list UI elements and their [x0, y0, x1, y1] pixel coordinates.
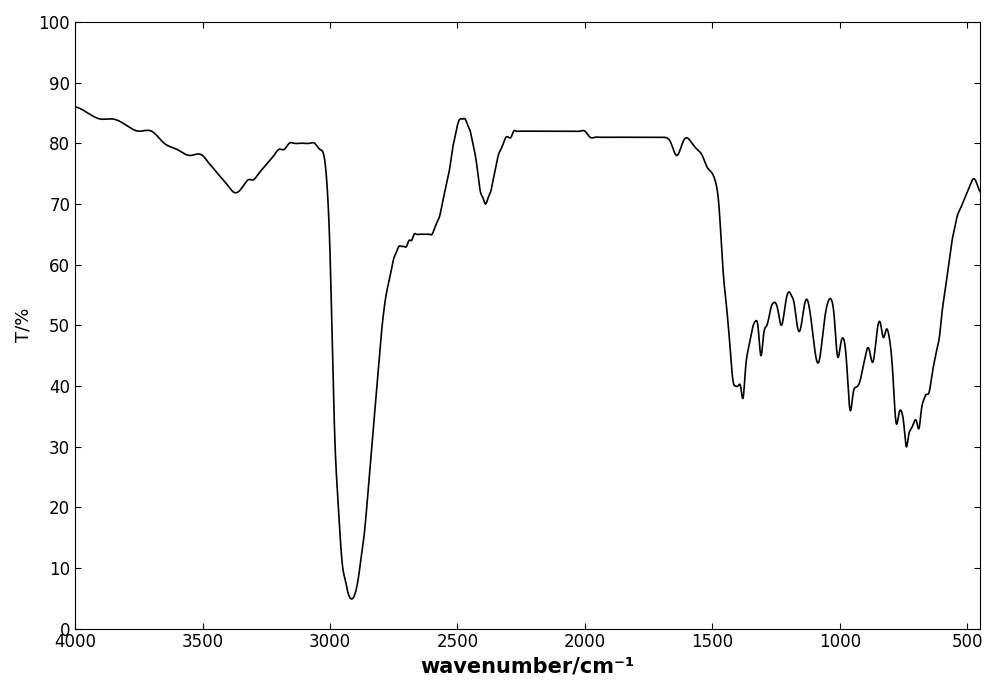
Y-axis label: T/%: T/%: [15, 308, 33, 343]
X-axis label: wavenumber/cm⁻¹: wavenumber/cm⁻¹: [421, 657, 635, 677]
